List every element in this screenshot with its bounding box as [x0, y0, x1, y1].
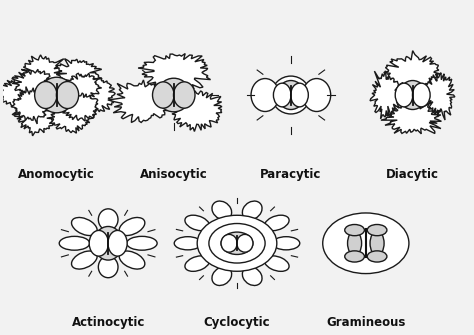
Ellipse shape [264, 256, 289, 271]
Ellipse shape [367, 224, 387, 236]
Text: Paracytic: Paracytic [260, 168, 321, 181]
Ellipse shape [273, 237, 300, 250]
Ellipse shape [98, 209, 118, 230]
Ellipse shape [395, 83, 413, 107]
Ellipse shape [345, 224, 365, 236]
Ellipse shape [302, 78, 331, 112]
Polygon shape [47, 100, 95, 133]
Ellipse shape [242, 201, 262, 220]
Polygon shape [21, 55, 67, 90]
Ellipse shape [277, 80, 304, 110]
Ellipse shape [127, 237, 157, 250]
Polygon shape [169, 90, 222, 131]
Ellipse shape [221, 232, 253, 255]
Polygon shape [62, 93, 98, 121]
Ellipse shape [35, 81, 57, 109]
Polygon shape [14, 98, 59, 136]
Circle shape [323, 213, 409, 274]
Ellipse shape [56, 81, 79, 109]
Text: Cyclocytic: Cyclocytic [204, 316, 270, 329]
Polygon shape [71, 75, 115, 114]
Ellipse shape [185, 215, 210, 231]
Ellipse shape [59, 237, 90, 250]
Ellipse shape [153, 82, 174, 108]
Polygon shape [108, 80, 173, 123]
Polygon shape [370, 71, 401, 119]
Ellipse shape [108, 230, 127, 256]
Polygon shape [138, 54, 210, 89]
Ellipse shape [197, 215, 277, 271]
Polygon shape [383, 51, 440, 87]
Ellipse shape [273, 83, 291, 107]
Polygon shape [51, 59, 102, 93]
Ellipse shape [209, 223, 265, 263]
Ellipse shape [242, 267, 262, 285]
Ellipse shape [119, 217, 145, 236]
Ellipse shape [291, 83, 308, 107]
Text: Gramineous: Gramineous [326, 316, 406, 329]
Polygon shape [11, 87, 51, 124]
Polygon shape [381, 102, 441, 134]
Polygon shape [64, 73, 101, 103]
Ellipse shape [399, 80, 426, 110]
Ellipse shape [39, 77, 74, 113]
Ellipse shape [212, 267, 232, 285]
Ellipse shape [119, 251, 145, 269]
Ellipse shape [412, 83, 430, 107]
Polygon shape [12, 69, 54, 99]
Ellipse shape [237, 234, 253, 252]
Polygon shape [424, 73, 455, 120]
Text: Anomocytic: Anomocytic [18, 168, 95, 181]
Ellipse shape [345, 251, 365, 262]
Ellipse shape [72, 251, 97, 269]
Text: Anisocytic: Anisocytic [140, 168, 208, 181]
Ellipse shape [370, 231, 384, 256]
Ellipse shape [173, 82, 195, 108]
Ellipse shape [185, 256, 210, 271]
Ellipse shape [212, 201, 232, 220]
Ellipse shape [94, 226, 123, 260]
Ellipse shape [221, 234, 237, 252]
Ellipse shape [174, 237, 201, 250]
Text: Actinocytic: Actinocytic [72, 316, 145, 329]
Ellipse shape [367, 251, 387, 262]
Ellipse shape [264, 215, 289, 231]
Ellipse shape [89, 230, 109, 256]
Ellipse shape [98, 256, 118, 278]
Text: Diacytic: Diacytic [386, 168, 439, 181]
Ellipse shape [251, 78, 279, 112]
Ellipse shape [157, 78, 191, 112]
Polygon shape [0, 76, 48, 109]
Ellipse shape [347, 231, 362, 256]
Ellipse shape [272, 76, 310, 114]
Ellipse shape [72, 217, 97, 236]
